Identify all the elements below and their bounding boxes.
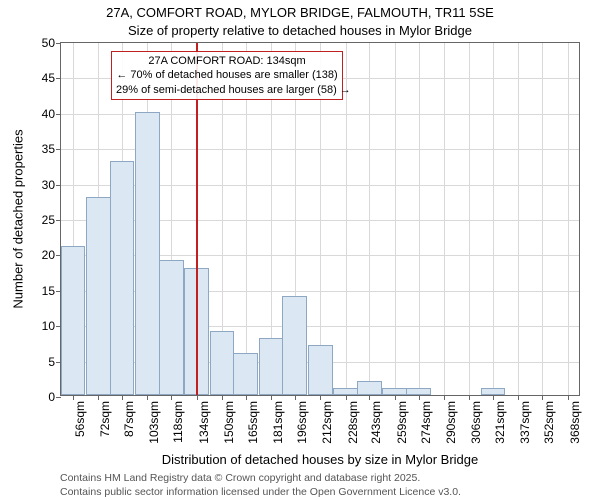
histogram-bar: [61, 246, 86, 395]
ytick-label: 30: [42, 178, 61, 192]
xtick-label: 150sqm: [222, 401, 236, 444]
xtick-label: 165sqm: [246, 401, 260, 444]
xtick-label: 72sqm: [98, 401, 112, 437]
histogram-bar: [159, 260, 184, 395]
histogram-bar: [333, 388, 358, 395]
xtick-mark: [222, 395, 223, 400]
xtick-mark: [122, 395, 123, 400]
xtick-label: 290sqm: [444, 401, 458, 444]
xtick-mark: [171, 395, 172, 400]
xtick-label: 118sqm: [171, 401, 185, 443]
attribution-line-2: Contains public sector information licen…: [60, 486, 461, 500]
xtick-mark: [419, 395, 420, 400]
ytick-label: 0: [48, 390, 61, 404]
xtick-mark: [246, 395, 247, 400]
xtick-label: 196sqm: [295, 401, 309, 444]
histogram-bar: [86, 197, 111, 395]
grid-line: [444, 43, 445, 395]
xtick-mark: [469, 395, 470, 400]
annotation-line: 27A COMFORT ROAD: 134sqm: [116, 54, 338, 68]
ytick-label: 20: [42, 248, 61, 262]
ytick-label: 5: [48, 355, 61, 369]
xtick-label: 259sqm: [395, 401, 409, 444]
xtick-label: 228sqm: [346, 401, 360, 444]
xtick-label: 243sqm: [369, 401, 383, 444]
histogram-bar: [308, 345, 333, 395]
annotation-line: 29% of semi-detached houses are larger (…: [116, 83, 338, 97]
histogram-bar: [259, 338, 284, 395]
title-line-1: 27A, COMFORT ROAD, MYLOR BRIDGE, FALMOUT…: [0, 4, 600, 22]
xtick-mark: [542, 395, 543, 400]
grid-line: [469, 43, 470, 395]
histogram-bar: [233, 353, 258, 395]
xtick-label: 321sqm: [493, 401, 507, 444]
grid-line: [369, 43, 370, 395]
xtick-mark: [98, 395, 99, 400]
histogram-chart: 27A, COMFORT ROAD, MYLOR BRIDGE, FALMOUT…: [0, 0, 600, 500]
grid-line: [395, 43, 396, 395]
xtick-label: 212sqm: [320, 401, 334, 444]
ytick-label: 50: [42, 36, 61, 50]
xtick-mark: [568, 395, 569, 400]
ytick-label: 40: [42, 107, 61, 121]
grid-line: [493, 43, 494, 395]
xtick-label: 103sqm: [147, 401, 161, 444]
ytick-label: 25: [42, 213, 61, 227]
xtick-label: 181sqm: [271, 401, 285, 444]
title-line-2: Size of property relative to detached ho…: [0, 22, 600, 40]
xtick-label: 368sqm: [568, 401, 582, 444]
histogram-bar: [210, 331, 235, 395]
xtick-mark: [346, 395, 347, 400]
attribution-line-1: Contains HM Land Registry data © Crown c…: [60, 472, 461, 486]
x-axis-label: Distribution of detached houses by size …: [162, 452, 479, 467]
xtick-label: 274sqm: [419, 401, 433, 444]
ytick-label: 10: [42, 319, 61, 333]
xtick-mark: [197, 395, 198, 400]
xtick-mark: [147, 395, 148, 400]
xtick-label: 56sqm: [73, 401, 87, 437]
y-axis-label: Number of detached properties: [11, 129, 26, 308]
ytick-label: 45: [42, 71, 61, 85]
xtick-mark: [518, 395, 519, 400]
histogram-bar: [110, 161, 135, 395]
xtick-label: 352sqm: [542, 401, 556, 444]
xtick-mark: [271, 395, 272, 400]
grid-line: [419, 43, 420, 395]
histogram-bar: [382, 388, 407, 395]
xtick-label: 134sqm: [197, 401, 211, 444]
grid-line: [542, 43, 543, 395]
histogram-bar: [357, 381, 382, 395]
histogram-bar: [406, 388, 431, 395]
plot-area: 0510152025303540455056sqm72sqm87sqm103sq…: [60, 42, 580, 396]
chart-title: 27A, COMFORT ROAD, MYLOR BRIDGE, FALMOUT…: [0, 4, 600, 39]
ytick-label: 15: [42, 284, 61, 298]
xtick-mark: [295, 395, 296, 400]
xtick-mark: [369, 395, 370, 400]
xtick-mark: [73, 395, 74, 400]
xtick-mark: [493, 395, 494, 400]
ytick-label: 35: [42, 142, 61, 156]
xtick-mark: [395, 395, 396, 400]
xtick-label: 87sqm: [122, 401, 136, 437]
histogram-bar: [282, 296, 307, 395]
xtick-label: 337sqm: [518, 401, 532, 444]
histogram-bar: [481, 388, 506, 395]
attribution-text: Contains HM Land Registry data © Crown c…: [60, 472, 461, 499]
xtick-mark: [444, 395, 445, 400]
grid-line: [518, 43, 519, 395]
annotation-line: ← 70% of detached houses are smaller (13…: [116, 68, 338, 82]
histogram-bar: [135, 112, 160, 395]
xtick-label: 306sqm: [469, 401, 483, 444]
xtick-mark: [320, 395, 321, 400]
grid-line: [568, 43, 569, 395]
annotation-box: 27A COMFORT ROAD: 134sqm← 70% of detache…: [111, 51, 343, 100]
